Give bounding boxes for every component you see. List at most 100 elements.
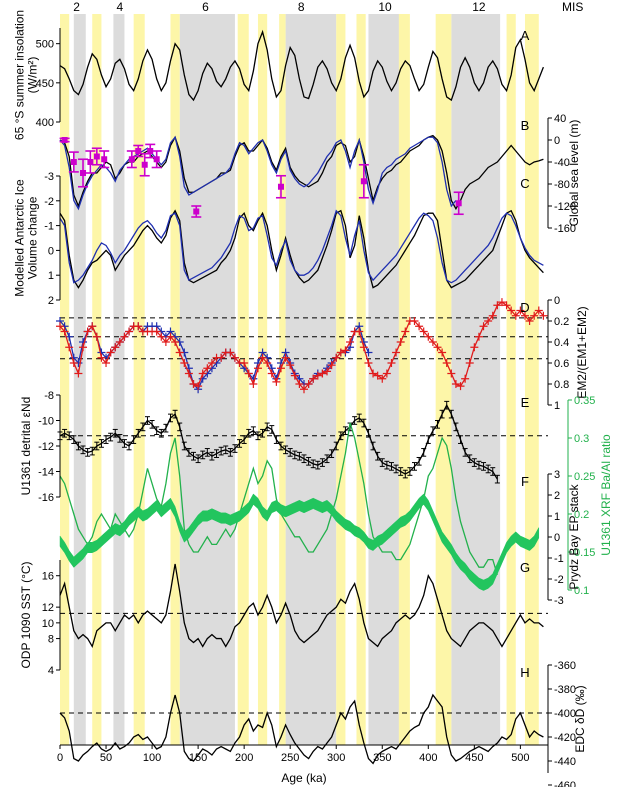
- plus-marker: [166, 332, 175, 341]
- plus-marker: [300, 385, 308, 394]
- glacial-band: [179, 14, 235, 745]
- interglacial-band: [237, 14, 249, 745]
- plus-marker: [451, 380, 460, 388]
- series-a-0: [59, 29, 545, 102]
- sea-level-point: [455, 200, 462, 207]
- y-tick-label: 0.2: [554, 316, 569, 328]
- plus-marker: [244, 369, 253, 378]
- plus-marker: [272, 377, 281, 386]
- y-tick-label: 1: [554, 400, 560, 412]
- y-tick-label: 2: [48, 295, 54, 307]
- y-tick-label: -420: [554, 732, 576, 744]
- axes-layer: [56, 28, 572, 786]
- sea-level-point: [153, 156, 160, 163]
- y-tick-label: 12: [42, 602, 54, 614]
- plus-marker: [115, 338, 124, 346]
- plus-marker: [428, 338, 437, 346]
- plus-marker: [507, 306, 516, 315]
- x-tick-label: 100: [143, 752, 161, 764]
- secondary-y-tick-label: 0.35: [574, 395, 595, 407]
- y-axis-title: EDC δD (‰): [573, 685, 587, 752]
- plus-marker: [111, 343, 120, 352]
- interglacial-band: [279, 14, 286, 745]
- plus-marker: [387, 359, 396, 367]
- interglacial-band: [506, 14, 516, 745]
- y-tick-label: -14: [38, 467, 54, 479]
- panel-letter: C: [520, 176, 529, 191]
- plus-marker: [396, 338, 405, 346]
- y-tick-label: -3: [44, 171, 54, 183]
- sea-level-point: [193, 208, 200, 215]
- sea-level-point: [87, 159, 94, 165]
- plus-marker: [530, 311, 539, 320]
- reference-line-layer: [60, 317, 548, 714]
- mis-stage-label: 2: [73, 0, 80, 14]
- plus-marker: [318, 369, 327, 378]
- plus-marker: [502, 301, 511, 310]
- plus-marker: [355, 327, 364, 336]
- plus-marker: [60, 327, 69, 336]
- y-tick-label: -12: [38, 441, 54, 453]
- y-tick-label: 0.6: [554, 358, 569, 370]
- interglacial-band: [170, 14, 180, 745]
- plus-marker: [267, 369, 276, 378]
- x-tick-label: 400: [419, 752, 437, 764]
- plus-marker: [97, 353, 106, 362]
- plus-marker: [534, 306, 543, 315]
- y-tick-label: -380: [554, 684, 576, 696]
- secondary-y-tick-label: 0.1: [574, 585, 589, 597]
- x-tick-label: 300: [327, 752, 345, 764]
- plus-marker: [171, 338, 180, 346]
- plus-marker: [493, 301, 502, 310]
- plus-marker: [217, 353, 226, 362]
- plus-marker: [281, 353, 290, 362]
- glacial-band: [285, 14, 337, 745]
- plus-marker: [290, 371, 299, 380]
- x-axis-title: Age (ka): [281, 771, 326, 785]
- series-g-0: [59, 563, 544, 649]
- plus-marker: [327, 361, 336, 370]
- y-tick-label: 2: [554, 490, 560, 502]
- series-h-0: [59, 693, 544, 765]
- plus-marker: [65, 343, 74, 352]
- series-b-1: [59, 135, 457, 211]
- y-tick-label: -40: [554, 157, 570, 169]
- glacial-band: [368, 14, 401, 745]
- plus-marker: [125, 327, 134, 336]
- plus-marker: [456, 382, 465, 391]
- y-tick-label: -8: [44, 390, 54, 402]
- plus-marker: [102, 359, 111, 367]
- mis-header-label: MIS: [562, 0, 583, 14]
- plus-marker: [539, 311, 548, 320]
- series-d-1: [59, 301, 544, 391]
- plus-marker: [392, 348, 401, 357]
- y-axis-title: 65 °S summer insolation: [13, 10, 27, 140]
- plus-marker: [516, 306, 525, 315]
- panel-letter: G: [520, 560, 530, 575]
- series-e-1: [59, 422, 498, 575]
- plus-marker: [230, 353, 239, 362]
- plus-marker: [401, 327, 410, 336]
- plus-marker: [240, 359, 249, 367]
- plus-marker: [474, 332, 483, 341]
- plus-marker: [175, 348, 184, 357]
- y-tick-label: -160: [554, 223, 576, 235]
- plus-marker: [410, 317, 419, 325]
- y-tick-label: 16: [42, 571, 54, 583]
- plus-marker: [415, 322, 424, 331]
- glacial-band: [73, 14, 86, 745]
- panel-letter: B: [521, 118, 530, 133]
- plus-marker: [184, 369, 193, 378]
- y-tick-label: 3: [554, 469, 560, 481]
- plus-marker: [520, 311, 529, 320]
- plus-marker: [226, 348, 235, 357]
- y-tick-label: -2: [44, 196, 54, 208]
- y-axis-title: (W/m²): [26, 57, 40, 94]
- plus-marker: [120, 332, 129, 341]
- plus-marker: [442, 359, 451, 367]
- y-tick-label: -120: [554, 201, 576, 213]
- y-tick-label: -460: [554, 780, 576, 787]
- series-c-0: [59, 209, 544, 289]
- plus-marker: [207, 359, 216, 367]
